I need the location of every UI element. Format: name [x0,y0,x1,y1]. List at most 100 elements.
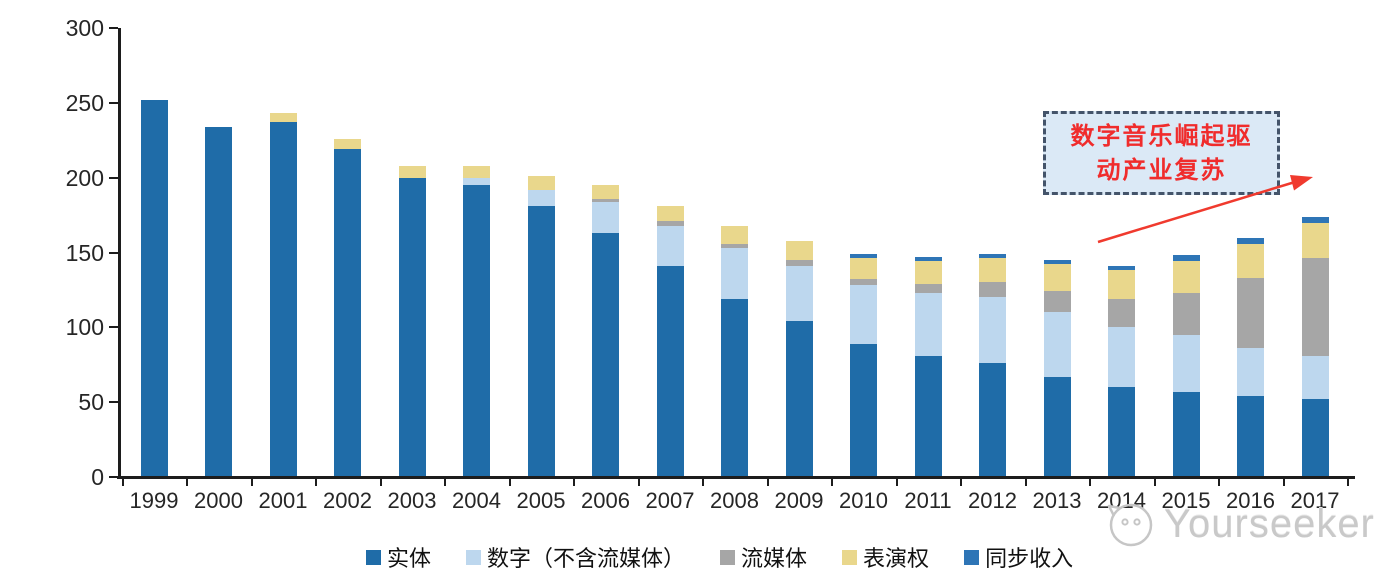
y-axis-tick-250 [109,101,118,104]
legend-swatch-streaming [720,549,736,565]
x-axis-tick-13 [960,479,962,486]
x-axis-label-2005: 2005 [516,488,566,513]
x-axis-label-2013: 2013 [1032,488,1082,513]
x-axis-tick-3 [315,479,317,486]
x-axis-line [117,476,1355,479]
bar-2014-sync-segment [1108,265,1135,271]
x-axis-tick-6 [508,479,511,486]
bar-2010-streaming-segment [850,279,877,286]
bar-2006-physical-segment [592,233,619,477]
legend-label-streaming: 流媒体 [741,547,808,572]
bar-2015-sync-segment [1172,255,1200,262]
bar-2004-performance-rights-segment [463,165,490,178]
bar-2003-performance-rights-segment [398,165,426,178]
x-axis-tick-14 [1024,479,1027,486]
bar-2016-streaming-segment [1237,277,1264,349]
bar-2013-digital-excl-streaming-segment [1043,312,1071,377]
bar-2009-streaming-segment [785,259,813,266]
x-axis-tick-15 [1089,479,1091,486]
bar-2017-digital-excl-streaming-segment [1301,355,1329,400]
x-axis-label-2017: 2017 [1290,488,1340,513]
bar-2011-performance-rights-segment [914,261,942,284]
legend-swatch-digital-excl-streaming [466,549,482,565]
bar-1999-physical-segment [140,99,168,477]
bar-2008-performance-rights-segment [721,225,748,244]
bar-2010-sync-segment [850,253,877,259]
annotation-line2: 动产业复苏 [1096,155,1227,184]
yourseeker-logo-icon [1107,503,1153,547]
bar-2012-digital-excl-streaming-segment [979,297,1006,364]
bar-2005-performance-rights-segment [527,176,555,190]
x-axis-label-1999: 1999 [129,488,179,513]
y-axis-tick-100 [109,326,118,329]
x-axis-label-2002: 2002 [323,488,372,513]
bar-2013-physical-segment [1043,376,1071,477]
bar-2014-streaming-segment [1108,298,1135,328]
bar-2016-digital-excl-streaming-segment [1237,348,1264,397]
legend-label-performance-rights: 表演权 [863,547,930,572]
bar-2017-streaming-segment [1301,258,1329,356]
x-axis-label-2012: 2012 [968,488,1017,513]
bar-2010-digital-excl-streaming-segment [850,285,877,344]
chart-legend: 实体 数字（不含流媒体） 流媒体 表演权 同步收入 [366,541,1073,573]
bar-2001-performance-rights-segment [269,113,297,123]
bar-2016-physical-segment [1237,396,1264,477]
legend-item-sync: 同步收入 [964,541,1073,573]
bar-2004-physical-segment [463,185,490,477]
x-axis-tick-5 [444,479,446,486]
x-axis-tick-16 [1153,479,1156,486]
bar-2001-physical-segment [269,122,297,477]
y-axis-label-150: 150 [65,239,104,266]
bar-2006-performance-rights-segment [592,185,619,199]
x-axis-tick-11 [831,479,833,486]
bar-2015-physical-segment [1172,391,1200,477]
x-axis-tick-0 [121,479,124,486]
y-axis-label-50: 50 [78,389,104,416]
bar-2002-physical-segment [334,149,361,477]
y-axis-label-100: 100 [65,314,104,341]
bar-2005-physical-segment [527,206,555,477]
bar-2009-digital-excl-streaming-segment [785,265,813,322]
y-axis-label-250: 250 [65,89,104,116]
bar-2008-physical-segment [721,298,748,477]
bar-2000-physical-segment [205,126,232,477]
bar-2015-streaming-segment [1172,292,1200,335]
bar-2013-streaming-segment [1043,291,1071,313]
bar-2015-digital-excl-streaming-segment [1172,334,1200,392]
bar-2006-digital-excl-streaming-segment [592,201,619,234]
annotation-line1: 数字音乐崛起驱 [1070,121,1253,150]
bar-2014-physical-segment [1108,387,1135,477]
x-axis-label-2008: 2008 [710,488,759,513]
legend-label-sync: 同步收入 [985,547,1074,572]
legend-swatch-physical [366,549,381,565]
bar-2012-performance-rights-segment [979,258,1006,283]
bar-2009-physical-segment [785,321,813,477]
bar-2015-performance-rights-segment [1172,261,1200,293]
x-axis-tick-9 [702,479,704,486]
bar-2011-physical-segment [914,355,942,477]
y-axis-tick-150 [109,251,118,254]
bar-2008-streaming-segment [721,243,748,248]
y-axis-tick-300 [109,27,118,29]
bar-2007-performance-rights-segment [656,206,684,222]
legend-item-streaming: 流媒体 [720,541,807,573]
x-axis-tick-8 [637,479,640,486]
bar-2012-physical-segment [979,363,1006,477]
legend-item-performance-rights: 表演权 [842,541,929,573]
bar-2011-digital-excl-streaming-segment [914,292,942,356]
bar-2007-digital-excl-streaming-segment [656,225,684,266]
bar-2016-performance-rights-segment [1237,243,1264,278]
bar-2013-performance-rights-segment [1043,264,1071,292]
annotation-box: 数字音乐崛起驱 动产业复苏 [1043,111,1280,195]
x-axis-tick-17 [1218,479,1220,486]
legend-label-digital-excl-streaming: 数字（不含流媒体） [487,547,686,572]
x-axis-label-2006: 2006 [581,488,630,513]
x-axis-label-2015: 2015 [1161,488,1211,513]
x-axis-label-2016: 2016 [1226,488,1275,513]
x-axis-label-2003: 2003 [387,488,437,513]
bar-2006-streaming-segment [592,198,619,202]
y-axis-label-300: 300 [65,15,104,41]
x-axis-tick-18 [1282,479,1285,486]
x-axis-label-2011: 2011 [904,488,952,513]
bar-2011-sync-segment [914,256,942,262]
